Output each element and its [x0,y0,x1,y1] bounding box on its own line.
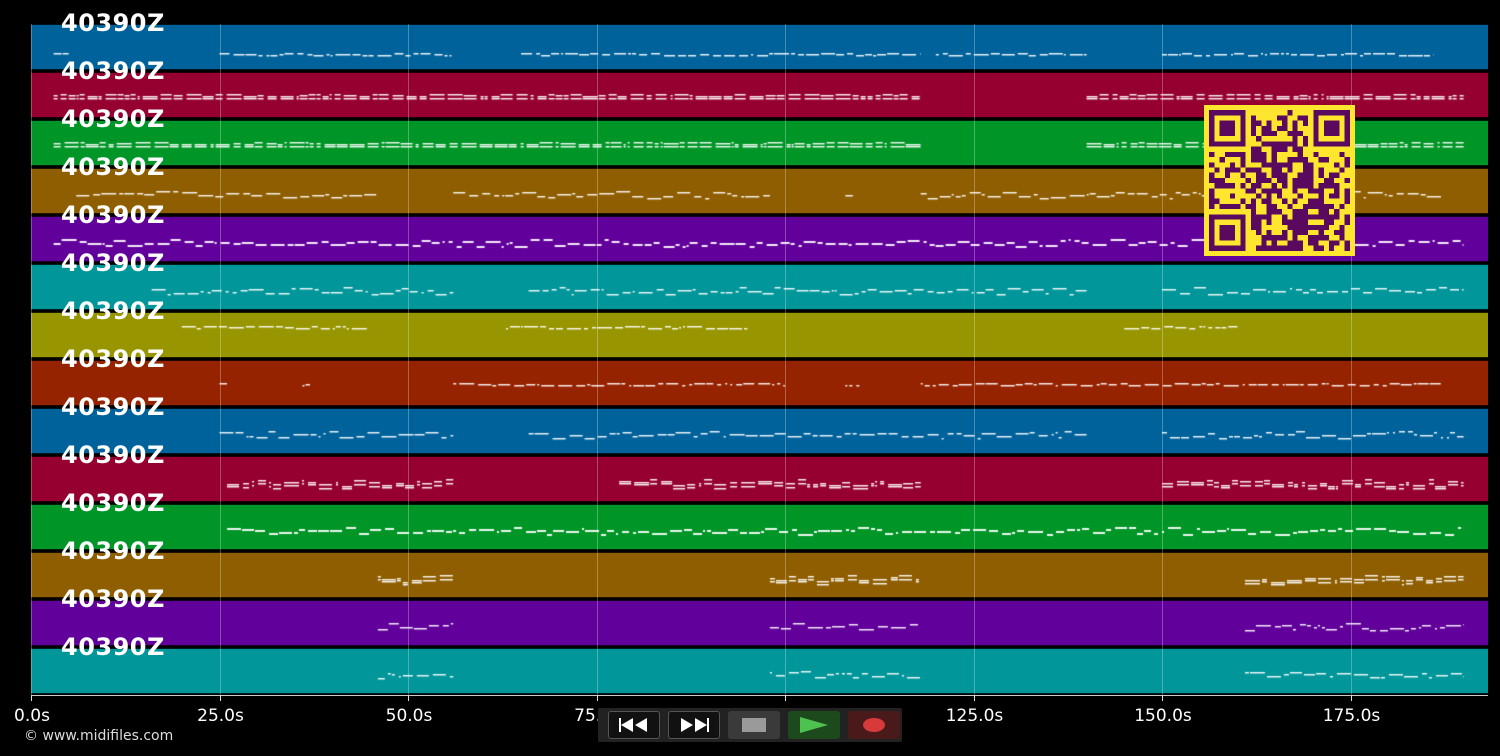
track-lane[interactable] [31,552,1488,599]
grid-line [1350,24,1352,696]
axis-tick [1350,696,1352,701]
play-icon [800,717,828,733]
track-label: 40390Z [61,249,165,277]
track-label: 40390Z [61,9,165,37]
note-marks [31,553,1488,599]
note-marks [31,457,1488,503]
axis-tick [596,696,598,701]
axis-tick [973,696,975,701]
axis-tick-label: 50.0s [385,706,433,726]
axis-tick [408,696,409,701]
track-lane[interactable] [31,312,1488,359]
grid-line [596,24,598,696]
track-label: 40390Z [61,393,165,421]
axis-tick-label: 25.0s [197,706,244,726]
track-label: 40390Z [61,57,165,85]
track-lane[interactable] [31,456,1488,503]
note-marks [31,361,1488,407]
track-label: 40390Z [61,633,165,661]
rewind-button[interactable] [608,711,660,739]
fast-forward-icon [681,718,709,732]
grid-line [219,24,221,696]
note-marks [31,505,1488,551]
axis-tick-label: 150.0s [1134,706,1192,726]
track-lane[interactable] [31,24,1488,71]
axis-tick-label: 125.0s [945,706,1004,726]
track-lane[interactable] [31,504,1488,551]
axis-tick-label: 175.0s [1322,706,1381,726]
axis-tick [1162,696,1163,701]
qr-code [1204,105,1355,256]
track-label: 40390Z [61,345,165,373]
record-icon [863,718,885,732]
track-label: 40390Z [61,105,165,133]
axis-tick [219,696,221,701]
track-label: 40390Z [61,201,165,229]
stop-button[interactable] [728,711,780,739]
track-lane[interactable] [31,408,1488,455]
note-marks [31,601,1488,647]
copyright-text: © www.midifiles.com [24,728,174,744]
track-lane[interactable] [31,600,1488,647]
playback-controls [598,708,902,742]
track-label: 40390Z [61,297,165,325]
rewind-icon [619,718,647,732]
note-marks [31,649,1488,695]
track-label: 40390Z [61,585,165,613]
track-label: 40390Z [61,489,165,517]
track-lane[interactable] [31,360,1488,407]
axis-tick-label: 0.0s [14,706,50,726]
note-marks [31,313,1488,359]
play-button[interactable] [788,711,840,739]
note-marks [31,265,1488,311]
grid-line [1162,24,1163,696]
axis-tick [31,696,32,701]
track-label: 40390Z [61,153,165,181]
track-lane[interactable] [31,648,1488,695]
grid-line [785,24,786,696]
axis-tick [785,696,786,701]
stop-icon [742,718,766,732]
grid-line [973,24,975,696]
note-marks [31,409,1488,455]
grid-line [31,24,32,696]
track-label: 40390Z [61,537,165,565]
record-button[interactable] [848,711,900,739]
grid-line [408,24,409,696]
track-lane[interactable] [31,264,1488,311]
fast-forward-button[interactable] [668,711,720,739]
track-label: 40390Z [61,441,165,469]
time-axis-line [31,695,1488,696]
note-marks [31,25,1488,71]
